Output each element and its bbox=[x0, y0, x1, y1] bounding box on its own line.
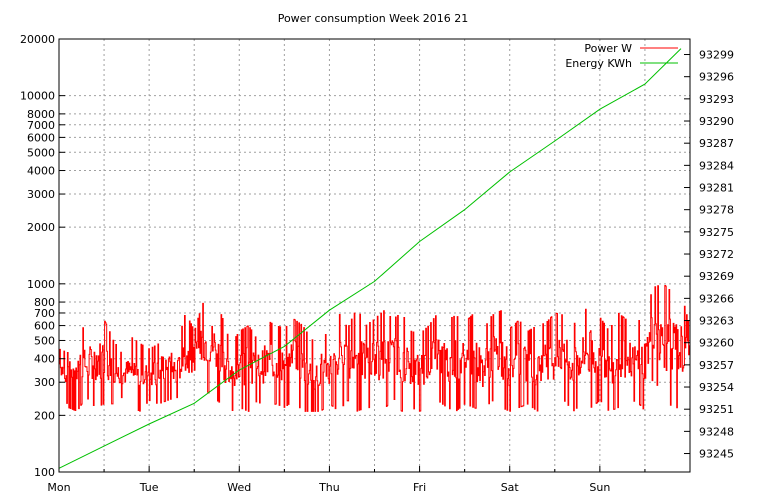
y-right-tick-label: 93245 bbox=[699, 448, 734, 461]
y-right-tick-label: 93254 bbox=[699, 381, 734, 394]
y-left-tick-label: 8000 bbox=[27, 108, 55, 121]
x-tick-label: Thu bbox=[318, 481, 340, 494]
y-right-tick-label: 93263 bbox=[699, 315, 734, 328]
y-right-tick-label: 93287 bbox=[699, 137, 734, 150]
y-left-tick-label: 100 bbox=[34, 466, 55, 479]
y-right-tick-label: 93275 bbox=[699, 226, 734, 239]
y-left-tick-label: 800 bbox=[34, 296, 55, 309]
y-right-tick-label: 93257 bbox=[699, 359, 734, 372]
grid-lines bbox=[59, 39, 690, 472]
x-tick-label: Wed bbox=[227, 481, 251, 494]
y-right-tick-label: 93269 bbox=[699, 270, 734, 283]
y-left-tick-label: 10000 bbox=[20, 90, 55, 103]
y-right-tick-label: 93272 bbox=[699, 248, 734, 261]
y-left-tick-label: 6000 bbox=[27, 131, 55, 144]
y-left-tick-label: 300 bbox=[34, 376, 55, 389]
x-axis: Mon Tue Wed Thu Fri Sat Sun bbox=[47, 466, 646, 494]
y-right-tick-label: 93278 bbox=[699, 204, 734, 217]
y-left-tick-label: 500 bbox=[34, 334, 55, 347]
y-left-tick-label: 400 bbox=[34, 353, 55, 366]
y-left-tick-label: 2000 bbox=[27, 221, 55, 234]
y-right-tick-label: 93260 bbox=[699, 337, 734, 350]
y-left-tick-label: 700 bbox=[34, 307, 55, 320]
y-left-tick-label: 1000 bbox=[27, 278, 55, 291]
y-left-tick-label: 600 bbox=[34, 320, 55, 333]
y-axis-right: 93245 93248 93251 93254 93257 93260 93263 93266… bbox=[684, 49, 734, 461]
y-right-tick-label: 93299 bbox=[699, 49, 734, 62]
y-left-tick-label: 3000 bbox=[27, 188, 55, 201]
y-left-tick-label: 5000 bbox=[27, 146, 55, 159]
y-right-tick-label: 93296 bbox=[699, 71, 734, 84]
y-right-tick-label: 93266 bbox=[699, 292, 734, 305]
y-right-tick-label: 93284 bbox=[699, 159, 734, 172]
y-left-tick-label: 7000 bbox=[27, 119, 55, 132]
y-right-tick-label: 93281 bbox=[699, 182, 734, 195]
legend-label-energy: Energy KWh bbox=[565, 57, 632, 70]
y-left-tick-label: 200 bbox=[34, 409, 55, 422]
series-energy-line bbox=[58, 48, 682, 469]
x-tick-label: Fri bbox=[413, 481, 426, 494]
series-power-line bbox=[59, 285, 691, 412]
chart-title: Power consumption Week 2016 21 bbox=[278, 12, 469, 25]
x-tick-label: Sat bbox=[501, 481, 520, 494]
y-right-tick-label: 93251 bbox=[699, 403, 734, 416]
legend: Power W Energy KWh bbox=[565, 42, 678, 70]
y-right-tick-label: 93248 bbox=[699, 425, 734, 438]
y-right-tick-label: 93293 bbox=[699, 93, 734, 106]
x-tick-label: Tue bbox=[139, 481, 159, 494]
y-right-tick-label: 93290 bbox=[699, 115, 734, 128]
plot-series bbox=[58, 48, 691, 469]
x-tick-label: Sun bbox=[589, 481, 610, 494]
x-tick-label: Mon bbox=[47, 481, 70, 494]
legend-label-power: Power W bbox=[584, 42, 632, 55]
y-left-tick-label: 4000 bbox=[27, 165, 55, 178]
y-left-tick-label: 20000 bbox=[20, 33, 55, 46]
